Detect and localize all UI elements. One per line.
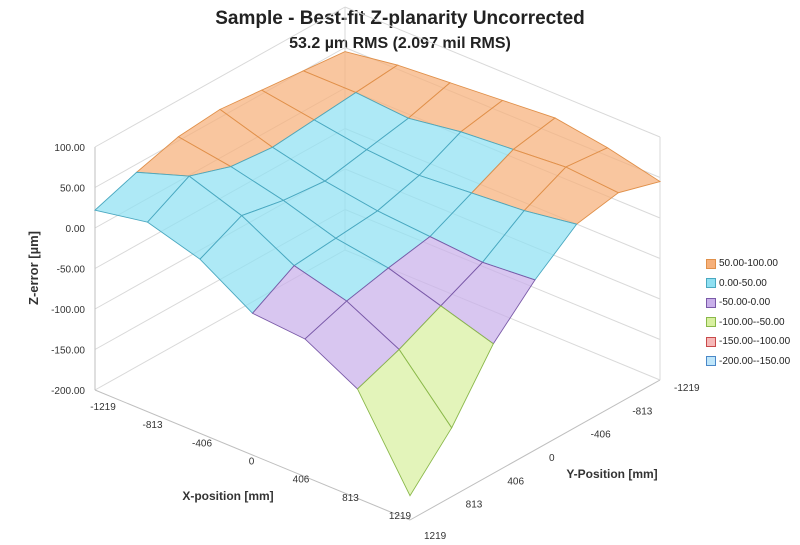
y-tick-label: 406	[507, 476, 524, 487]
z-axis-title: Z-error [µm]	[26, 231, 41, 305]
x-tick-label: 813	[342, 493, 359, 504]
y-tick-label: 1219	[424, 531, 447, 542]
x-axis-line	[94, 389, 411, 521]
z-tick-label: -200.00	[51, 386, 85, 397]
legend-item: -100.00--50.00	[706, 313, 790, 333]
legend-swatch	[706, 297, 716, 308]
z-tick-label: -150.00	[51, 346, 85, 357]
y-tick-label: -813	[632, 406, 652, 417]
back-wall-gridline	[344, 6, 661, 138]
z-tick-label: -50.00	[57, 265, 86, 276]
legend-label: -50.00-0.00	[719, 297, 771, 309]
left-wall-gridline	[94, 6, 346, 148]
x-tick-label: -406	[192, 438, 212, 449]
z-tick-label: 100.00	[54, 143, 85, 154]
legend-item: 50.00-100.00	[706, 254, 790, 274]
x-axis-title: X-position [mm]	[182, 489, 273, 503]
legend-label: -100.00--50.00	[719, 316, 785, 328]
x-tick-label: -813	[142, 420, 162, 431]
legend-swatch	[706, 336, 716, 347]
legend-swatch	[706, 278, 716, 289]
legend-label: -150.00--100.00	[719, 336, 791, 348]
legend-swatch	[706, 317, 716, 328]
z-tick-label: 50.00	[60, 184, 85, 195]
x-tick-label: -1219	[90, 402, 116, 413]
y-tick-label: 813	[466, 500, 483, 511]
legend-item: -50.00-0.00	[706, 293, 790, 313]
x-tick-label: 406	[293, 475, 310, 486]
z-tick-label: 0.00	[66, 224, 86, 235]
legend-swatch	[706, 258, 716, 269]
surface-patch	[356, 348, 453, 497]
legend-label: 0.00-50.00	[719, 277, 767, 289]
y-axis-line	[409, 379, 661, 521]
legend-item: -150.00--100.00	[706, 332, 790, 352]
legend-item: 0.00-50.00	[706, 274, 790, 294]
z-tick-label: -100.00	[51, 305, 85, 316]
legend-swatch	[706, 356, 716, 367]
legend: 50.00-100.00 0.00-50.00 -50.00-0.00 -100.00…	[706, 254, 790, 371]
legend-label: -200.00--150.00	[719, 355, 791, 367]
legend-label: 50.00-100.00	[719, 258, 778, 270]
chart-title: Sample - Best-fit Z-planarity Uncorrecte…	[215, 8, 585, 29]
y-axis-title: Y-Position [mm]	[566, 467, 657, 481]
x-tick-label: 0	[249, 457, 255, 468]
y-tick-label: 0	[549, 453, 555, 464]
x-tick-label: 1219	[389, 511, 412, 522]
y-tick-label: -406	[591, 430, 611, 441]
legend-item: -200.00--150.00	[706, 352, 790, 372]
y-tick-label: -1219	[674, 383, 700, 394]
